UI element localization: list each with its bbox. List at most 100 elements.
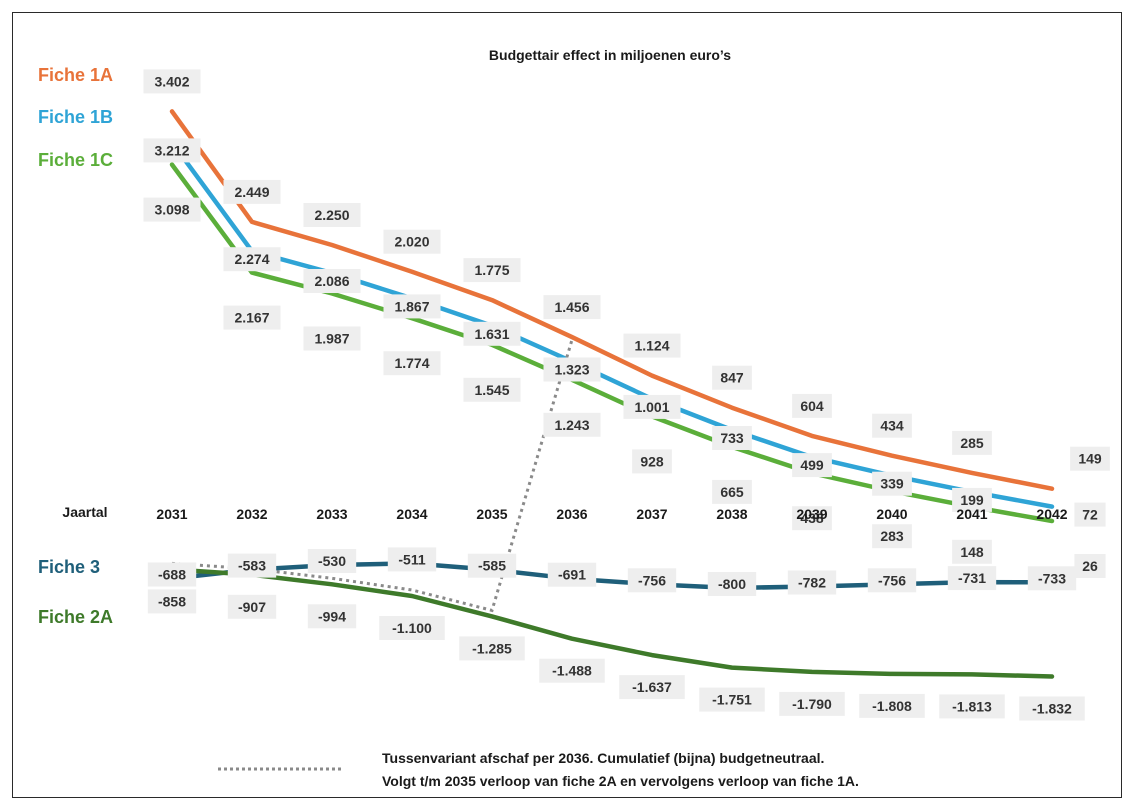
year-label-2031: 2031 (156, 506, 187, 522)
data-label-fiche-3-2034: -511 (387, 547, 437, 572)
data-label-fiche-2a-2039: -1.790 (779, 691, 845, 716)
year-label-2041: 2041 (956, 506, 987, 522)
data-label-fiche-1a-2038-box (712, 365, 752, 390)
data-label-fiche-2a-2033-box (307, 604, 357, 629)
data-label-fiche-2a-2040-box (859, 693, 925, 718)
data-label-fiche-1b-2036-box (543, 357, 601, 382)
data-label-fiche-1a-2036-box (543, 295, 601, 320)
data-label-fiche-1b-2041-box (952, 487, 992, 512)
data-label-fiche-1a-2035-text: 1.775 (474, 262, 509, 278)
data-label-fiche-1a-2037-box (623, 333, 681, 358)
data-label-fiche-1b-2037-box (623, 394, 681, 419)
data-label-fiche-1b-2033-box (303, 269, 361, 293)
data-label-fiche-1a-2031-text: 3.402 (154, 73, 189, 89)
data-label-fiche-1b-2034-text: 1.867 (394, 298, 429, 314)
data-label-fiche-3-2040: -756 (867, 568, 917, 593)
data-label-fiche-1b-2036: 1.323 (543, 357, 601, 382)
data-label-fiche-3-2032-box (227, 553, 277, 578)
data-label-fiche-1b-2040-text: 339 (880, 476, 904, 492)
data-label-fiche-2a-2031-box (147, 589, 197, 614)
series-name-fiche-2a: Fiche 2A (38, 607, 113, 627)
data-label-fiche-1c-2031-text: 3.098 (154, 202, 189, 218)
data-label-fiche-1c-2041: 148 (952, 539, 992, 564)
data-label-fiche-2a-2032-box (227, 594, 277, 619)
data-label-fiche-1b-2031-text: 3.212 (154, 142, 189, 158)
data-label-fiche-1a-2032-text: 2.449 (234, 184, 269, 200)
data-label-fiche-1b-2032: 2.274 (223, 247, 281, 272)
data-label-fiche-1c-2041-box (952, 539, 992, 564)
data-label-fiche-1b-2031-box (143, 138, 201, 163)
data-label-fiche-1a-2031: 3.402 (143, 69, 201, 94)
year-label-2040: 2040 (876, 506, 907, 522)
data-label-fiche-3-2033-text: -530 (318, 553, 346, 569)
series-line-fiche-1b (169, 140, 1055, 509)
data-label-fiche-1a-2036: 1.456 (543, 295, 601, 320)
data-label-fiche-1a-2041-box (952, 430, 992, 455)
data-label-fiche-1a-2032-box (223, 179, 281, 204)
data-label-fiche-3-2040-text: -756 (878, 572, 906, 588)
chart-title: Budgettair effect in miljoenen euro’s (489, 47, 731, 63)
data-label-fiche-1b-2035-text: 1.631 (474, 326, 509, 342)
data-label-fiche-3-2039: -782 (787, 570, 837, 595)
series-name-fiche-1c: Fiche 1C (38, 150, 113, 170)
data-label-fiche-1c-2032-box (223, 305, 281, 330)
data-label-fiche-1b-2039: 499 (792, 453, 832, 478)
data-label-fiche-1b-2039-box (792, 453, 832, 478)
data-label-fiche-1c-2036-box (543, 412, 601, 437)
data-label-fiche-2a-2034-text: -1.100 (392, 620, 432, 636)
data-label-fiche-1a-2037: 1.124 (623, 333, 681, 358)
data-label-fiche-3-2033: -530 (307, 549, 357, 573)
year-label-2036: 2036 (556, 506, 587, 522)
data-label-fiche-1b-2042-box (1074, 502, 1106, 527)
data-label-fiche-1c-2035-box (463, 377, 521, 402)
data-label-fiche-3-2031-text: -688 (158, 566, 186, 582)
data-label-fiche-2a-2032-text: -907 (238, 599, 266, 615)
data-label-fiche-2a-2038: -1.751 (699, 687, 765, 712)
data-label-fiche-1c-2035-text: 1.545 (474, 382, 509, 398)
series-name-fiche-3: Fiche 3 (38, 557, 100, 577)
data-label-fiche-1b-2035-box (463, 321, 521, 346)
data-label-fiche-3-2035: -585 (467, 553, 517, 578)
data-label-fiche-3-2035-text: -585 (478, 558, 506, 574)
data-label-fiche-2a-2042-text: -1.832 (1032, 701, 1072, 717)
data-label-fiche-1b-2041: 199 (952, 487, 992, 512)
data-label-fiche-1b-2037-text: 1.001 (634, 399, 669, 415)
data-label-fiche-1c-2034-box (383, 351, 441, 376)
data-label-fiche-1c-2039-box (792, 506, 832, 531)
data-label-fiche-3-2032: -583 (227, 553, 277, 578)
data-label-fiche-3-2039-box (787, 570, 837, 595)
data-label-fiche-3-2036: -691 (547, 562, 597, 587)
data-label-fiche-1a-2035: 1.775 (463, 258, 521, 283)
data-label-fiche-3-2037-text: -756 (638, 572, 666, 588)
data-label-fiche-1c-2033-text: 1.987 (314, 331, 349, 347)
series-name-fiche-1b: Fiche 1B (38, 107, 113, 127)
year-label-2042: 2042 (1036, 506, 1067, 522)
data-label-fiche-1b-2033-text: 2.086 (314, 273, 349, 289)
data-label-fiche-1a-2039-box (792, 393, 832, 418)
data-label-fiche-2a-2042-box (1019, 696, 1085, 721)
data-label-fiche-3-2031-box (147, 562, 197, 587)
data-label-fiche-1a-2040: 434 (872, 413, 912, 438)
data-label-fiche-3-2042: -733 (1027, 566, 1077, 591)
data-label-fiche-3-2033-box (307, 549, 357, 573)
data-label-fiche-3-2032-text: -583 (238, 558, 266, 574)
series-line-fiche-1a (169, 109, 1055, 491)
data-label-fiche-1b-2040-box (872, 471, 912, 496)
data-label-fiche-1b-2038-box (712, 426, 752, 450)
data-label-fiche-2a-2040-text: -1.808 (872, 698, 912, 714)
year-label-2032: 2032 (236, 506, 267, 522)
data-label-fiche-1a-2042: 149 (1070, 446, 1110, 471)
data-label-fiche-2a-2038-text: -1.751 (712, 692, 752, 708)
data-label-fiche-2a-2037-text: -1.637 (632, 679, 672, 695)
data-label-fiche-2a-2036-box (539, 658, 605, 683)
data-label-fiche-1a-2031-box (143, 69, 201, 94)
data-label-fiche-1a-2034: 2.020 (383, 229, 441, 254)
data-label-fiche-1b-2035: 1.631 (463, 321, 521, 346)
data-label-fiche-1a-2034-text: 2.020 (394, 234, 429, 250)
data-label-fiche-1c-2032-text: 2.167 (234, 310, 269, 326)
data-label-fiche-1b-2034-box (383, 294, 441, 319)
data-label-fiche-1b-2038-text: 733 (720, 430, 744, 446)
series-name-fiche-1a: Fiche 1A (38, 65, 113, 85)
data-label-fiche-1a-2032: 2.449 (223, 179, 281, 204)
data-label-fiche-3-2037-box (627, 568, 677, 593)
